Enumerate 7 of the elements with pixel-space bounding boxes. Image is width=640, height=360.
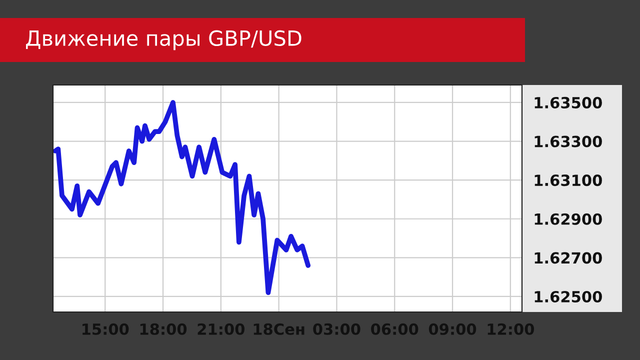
y-tick-label: 1.63300 [534,136,602,148]
chart-title: Движение пары GBP/USD [26,30,302,50]
y-tick-label: 1.63100 [534,174,602,186]
y-tick-label: 1.63500 [534,96,602,108]
y-tick-label: 1.62900 [534,213,602,225]
y-tick-label: 1.62700 [534,252,602,264]
y-tick-label: 1.62500 [534,290,602,302]
